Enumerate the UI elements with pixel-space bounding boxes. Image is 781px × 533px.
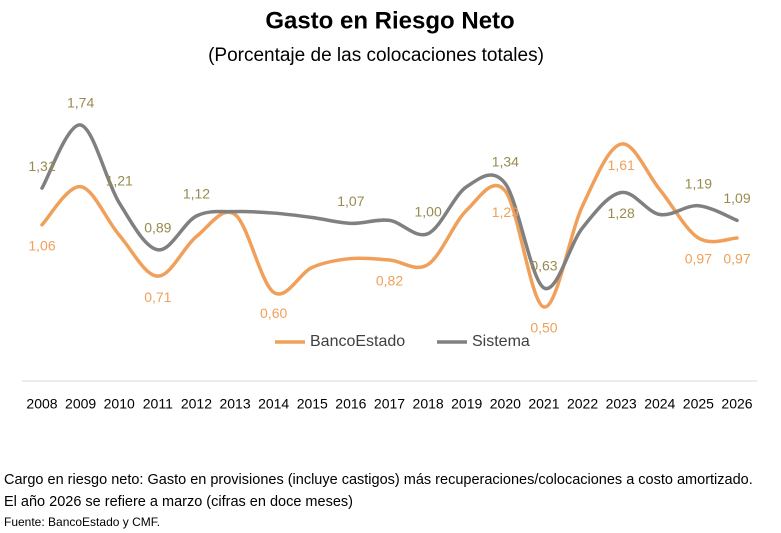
x-tick-label: 2016	[335, 396, 366, 412]
data-label: 1,09	[723, 190, 750, 206]
data-label: 1,07	[337, 193, 364, 209]
data-label: 0,82	[376, 273, 403, 289]
data-label: 0,71	[144, 289, 171, 305]
x-tick-label: 2012	[181, 396, 212, 412]
x-tick-label: 2009	[65, 396, 96, 412]
data-label: 1,21	[106, 172, 133, 188]
legend-label: BancoEstado	[310, 333, 405, 350]
x-tick-label: 2020	[490, 396, 521, 412]
x-tick-label: 2019	[451, 396, 482, 412]
x-tick-label: 2018	[413, 396, 444, 412]
x-tick-label: 2010	[104, 396, 135, 412]
x-tick-label: 2024	[644, 396, 675, 412]
data-label: 1,00	[414, 203, 441, 219]
data-label: 0,89	[144, 219, 171, 235]
source: Fuente: BancoEstado y CMF.	[4, 515, 161, 529]
data-label: 0,50	[530, 320, 557, 336]
x-tick-label: 2011	[143, 396, 173, 412]
x-tick-label: 2022	[567, 396, 598, 412]
x-tick-label: 2013	[219, 396, 250, 412]
data-label: 1,31	[28, 158, 55, 174]
data-label: 1,06	[28, 238, 55, 254]
x-tick-label: 2015	[297, 396, 328, 412]
data-label: 1,19	[685, 175, 712, 191]
data-label: 1,28	[608, 205, 635, 221]
data-label: 1,29	[492, 204, 519, 220]
x-tick-label: 2017	[374, 396, 405, 412]
series-line	[40, 142, 739, 309]
chart-title: Gasto en Riesgo Neto	[265, 7, 514, 34]
data-label: 0,63	[530, 258, 557, 274]
data-label: 0,97	[685, 251, 712, 267]
data-label: 1,74	[67, 95, 94, 111]
data-label: 1,61	[608, 157, 635, 173]
x-tick-label: 2021	[528, 396, 559, 412]
legend-label: Sistema	[472, 333, 530, 350]
chart-subtitle: (Porcentaje de las colocaciones totales)	[208, 45, 544, 66]
series-line	[40, 123, 739, 291]
x-tick-label: 2025	[683, 396, 714, 412]
x-tick-label: 2026	[721, 396, 752, 412]
data-label: 1,34	[492, 153, 519, 169]
data-label: 0,60	[260, 305, 287, 321]
x-tick-label: 2023	[606, 396, 637, 412]
chart: Gasto en Riesgo Neto (Porcentaje de las …	[22, 7, 757, 412]
x-tick-label: 2014	[258, 396, 289, 412]
x-tick-label: 2008	[26, 396, 57, 412]
footnote: Cargo en riesgo neto: Gasto en provision…	[4, 472, 753, 510]
data-label: 0,97	[723, 251, 750, 267]
data-label: 1,12	[183, 186, 210, 202]
